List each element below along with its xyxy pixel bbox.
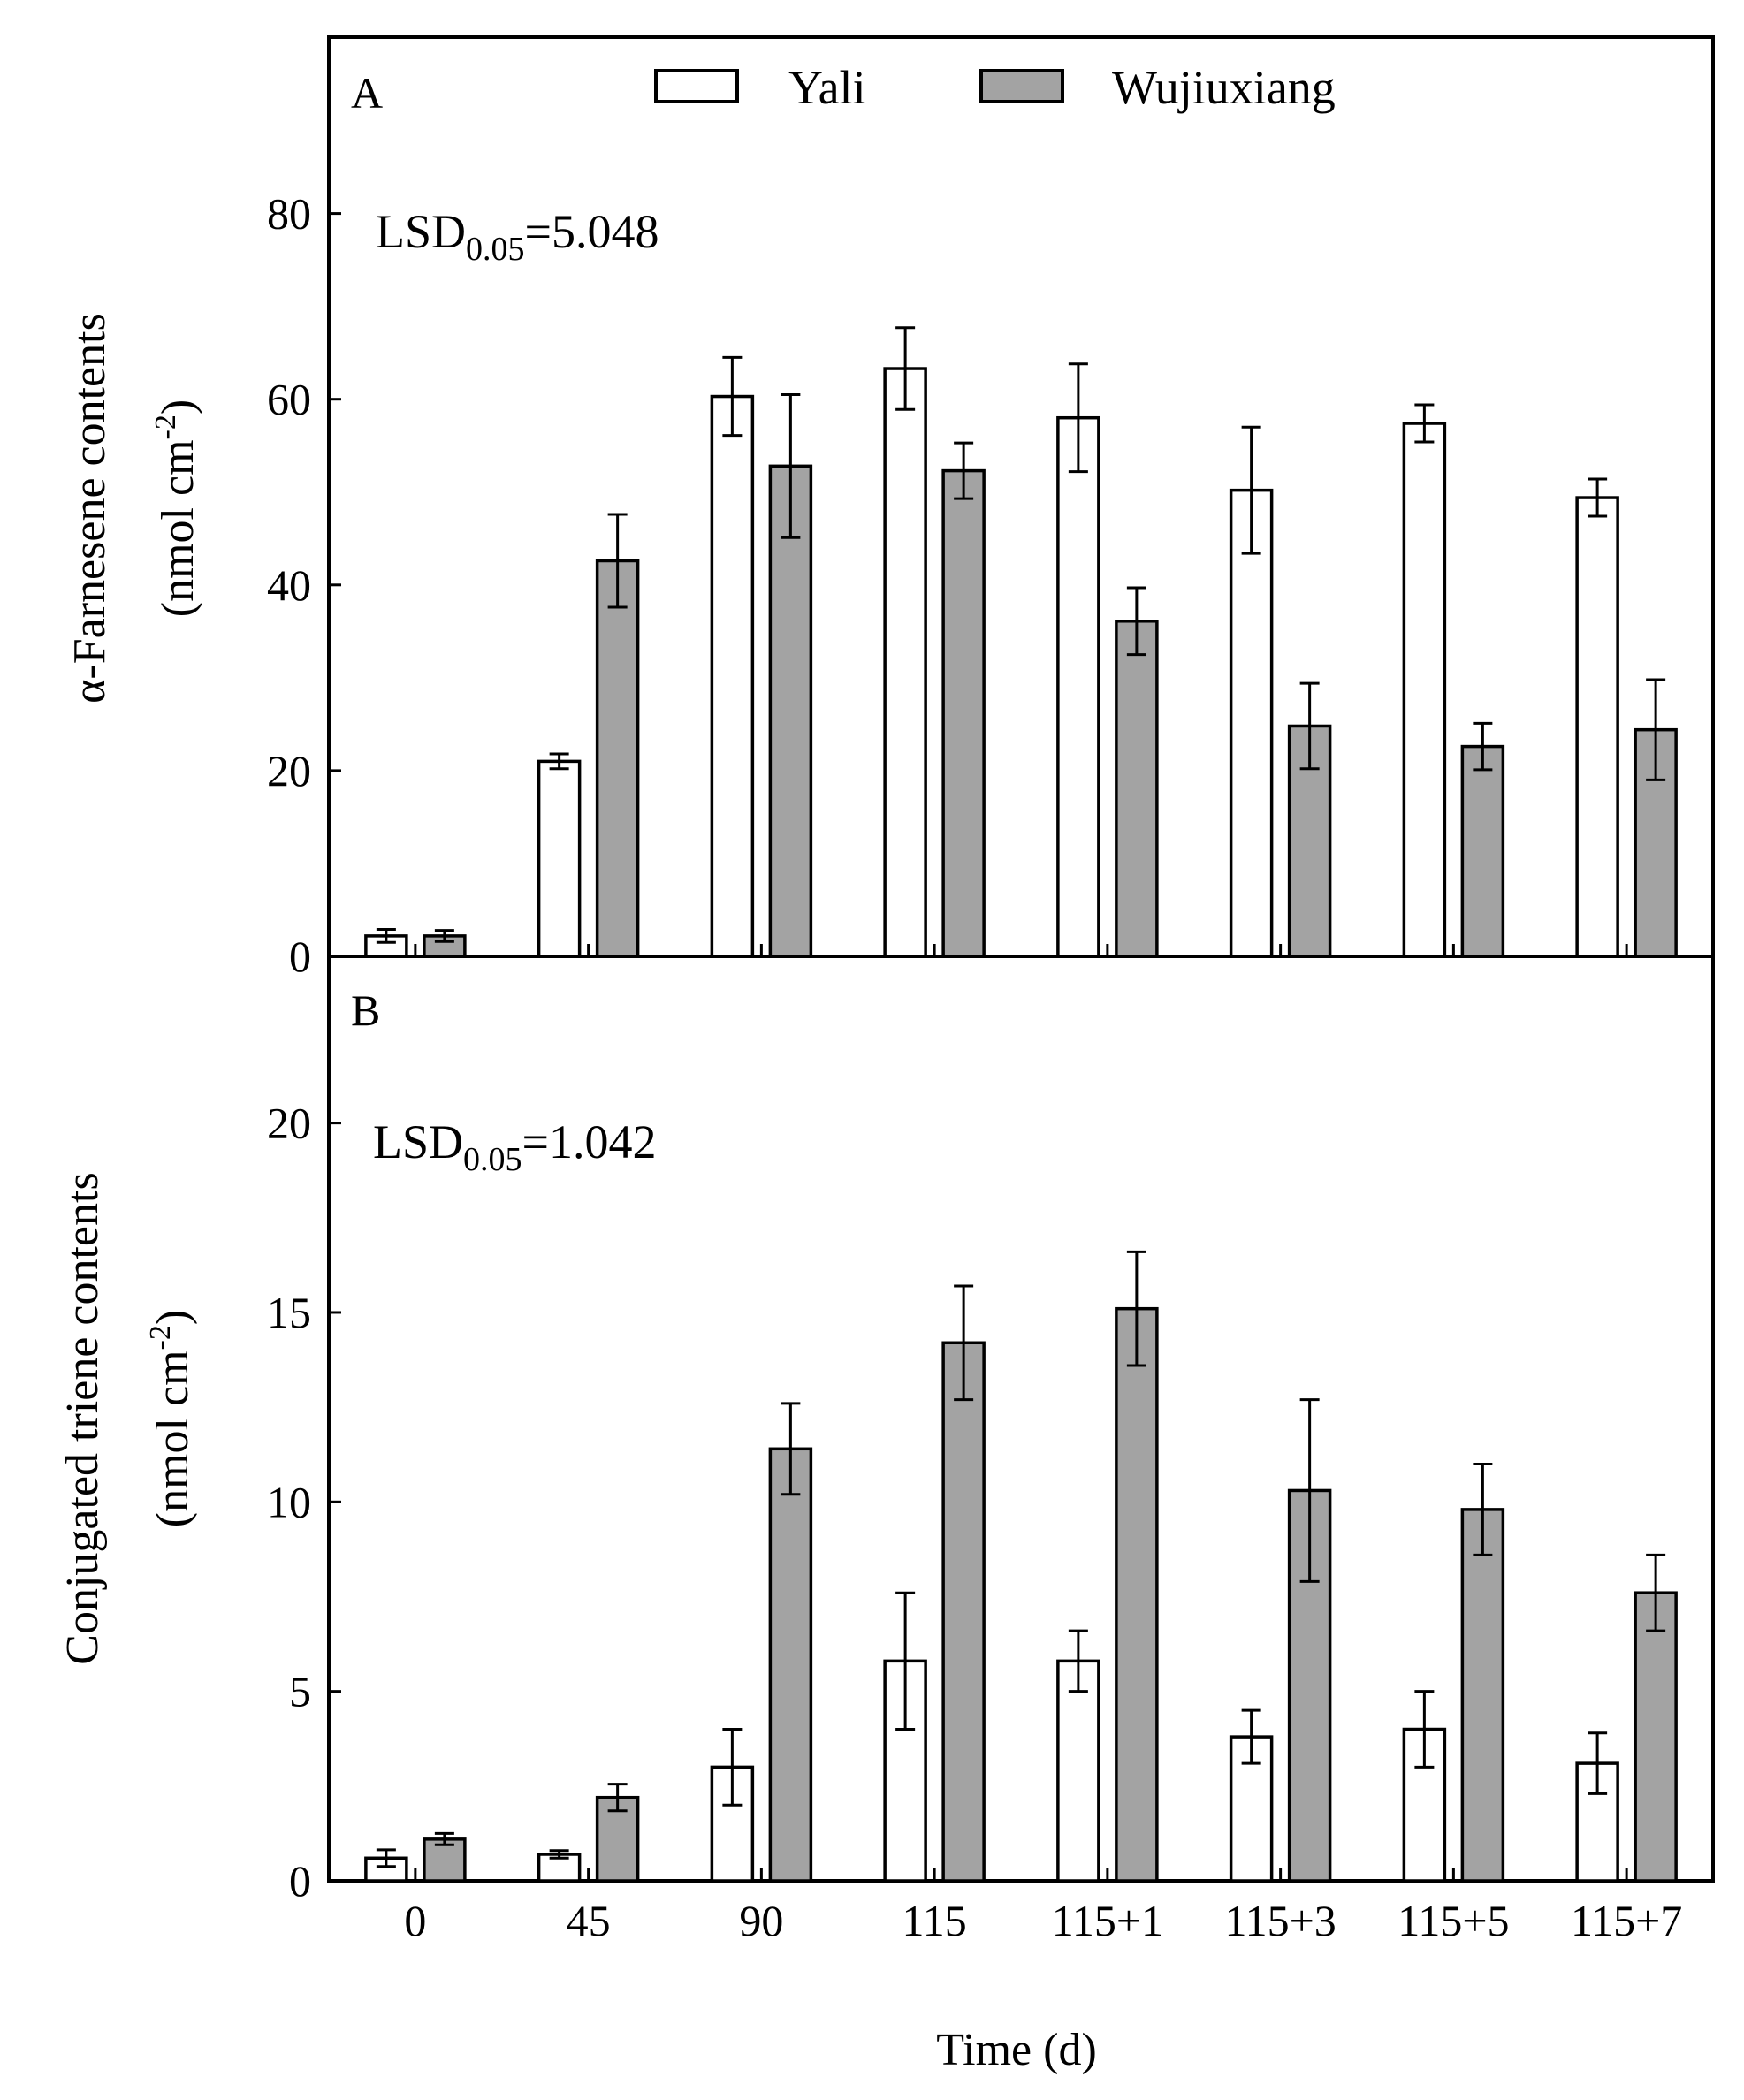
x-tick-label-3: 115 [902, 1896, 967, 1945]
error-bar-b-yali-6 [1414, 1690, 1435, 1769]
bar-a-wujiuxiang-4 [1115, 620, 1159, 958]
bar-a-yali-4 [1056, 415, 1100, 958]
lsd-a: LSD0.05=5.048 [376, 205, 659, 268]
panel-a-frame [327, 35, 1715, 958]
y-tick-label-b-4: 20 [267, 1099, 311, 1148]
panel-a-label: A [351, 68, 383, 118]
error-bar-a-yali-2 [722, 355, 743, 438]
bar-b-wujiuxiang-3 [941, 1341, 986, 1883]
y-axis-title-b-line1: Conjugated triene contents [57, 1172, 108, 1664]
bar-b-yali-4 [1056, 1659, 1100, 1883]
error-bar-a-wujiuxiang-1 [607, 513, 628, 609]
y-tick-label-b-0: 0 [289, 1856, 311, 1906]
y-tick-label-a-0: 0 [289, 932, 311, 981]
error-bar-b-wujiuxiang-4 [1126, 1250, 1146, 1367]
bar-b-wujiuxiang-7 [1634, 1591, 1678, 1883]
error-bar-b-wujiuxiang-7 [1646, 1553, 1666, 1632]
bar-b-wujiuxiang-6 [1460, 1508, 1505, 1883]
error-bar-a-wujiuxiang-2 [781, 392, 801, 539]
error-bar-a-wujiuxiang-7 [1646, 678, 1666, 781]
error-bar-a-yali-7 [1588, 477, 1608, 518]
error-bar-a-yali-4 [1068, 362, 1088, 474]
error-bar-a-wujiuxiang-3 [954, 441, 974, 500]
error-bar-b-wujiuxiang-5 [1299, 1398, 1320, 1583]
error-bar-a-wujiuxiang-0 [434, 929, 454, 943]
bar-a-yali-5 [1229, 488, 1274, 958]
x-tick-label-2: 90 [739, 1896, 783, 1945]
bar-a-yali-1 [537, 759, 582, 958]
legend-swatch-wujiuxiang [979, 69, 1064, 103]
error-bar-b-yali-3 [895, 1591, 916, 1731]
legend-label-wujiuxiang: Wujiuxiang [1112, 61, 1336, 114]
legend-swatch-yali [654, 69, 739, 103]
bar-a-wujiuxiang-1 [595, 559, 640, 958]
x-tick-label-7: 115+7 [1571, 1896, 1682, 1945]
y-axis-title-b-line2: (nmol cm-2) [144, 1310, 198, 1527]
error-bar-a-yali-6 [1414, 403, 1435, 444]
error-bar-b-wujiuxiang-0 [434, 1831, 454, 1846]
y-tick-label-a-2: 40 [267, 560, 311, 610]
error-bar-b-yali-2 [722, 1728, 743, 1807]
panel-b-frame [327, 955, 1715, 1883]
error-bar-a-wujiuxiang-6 [1473, 721, 1493, 772]
bar-a-wujiuxiang-3 [941, 468, 986, 958]
y-axis-title-a-line1: α-Farnesene contents [65, 313, 115, 704]
x-tick-label-4: 115+1 [1052, 1896, 1163, 1945]
error-bar-b-yali-0 [376, 1848, 396, 1868]
x-tick-label-1: 45 [567, 1896, 611, 1945]
x-tick-label-0: 0 [404, 1896, 426, 1945]
bar-a-yali-6 [1402, 422, 1447, 958]
x-tick-labels: 0 45 90 115 115+1 115+3 115+5 115+7 [404, 1896, 1682, 1945]
bar-a-wujiuxiang-6 [1460, 744, 1505, 958]
error-bar-a-yali-5 [1241, 425, 1261, 555]
error-bar-b-yali-5 [1241, 1708, 1261, 1765]
error-bar-a-yali-3 [895, 326, 916, 411]
x-tick-label-6: 115+5 [1397, 1896, 1509, 1945]
y-tick-label-b-1: 5 [289, 1667, 311, 1716]
panel-b-marks: 0 5 10 15 20 [267, 1099, 1678, 1906]
y-tick-label-a-3: 60 [267, 375, 311, 424]
error-bar-a-yali-1 [549, 752, 569, 771]
y-tick-label-b-3: 15 [267, 1288, 311, 1337]
x-tick-label-5: 115+3 [1224, 1896, 1336, 1945]
y-tick-label-a-1: 20 [267, 746, 311, 795]
error-bar-b-wujiuxiang-3 [954, 1284, 974, 1402]
error-bar-b-yali-4 [1068, 1629, 1088, 1693]
error-bar-b-yali-7 [1588, 1731, 1608, 1795]
lsd-b: LSD0.05=1.042 [373, 1115, 656, 1178]
error-bar-b-yali-1 [549, 1849, 569, 1860]
bar-a-yali-2 [710, 394, 755, 958]
legend-label-yali: Yali [788, 61, 866, 114]
y-tick-label-a-4: 80 [267, 189, 311, 239]
error-bar-b-wujiuxiang-1 [607, 1783, 628, 1813]
y-tick-label-b-2: 10 [267, 1477, 311, 1526]
bar-a-yali-3 [883, 367, 927, 958]
error-bar-b-wujiuxiang-2 [781, 1402, 801, 1496]
error-bar-b-wujiuxiang-6 [1473, 1462, 1493, 1556]
x-axis-title: Time (d) [936, 2025, 1097, 2075]
bar-b-wujiuxiang-2 [768, 1447, 813, 1883]
error-bar-a-yali-0 [376, 928, 396, 944]
error-bar-a-wujiuxiang-5 [1299, 681, 1320, 771]
legend: Yali Wujiuxiang [654, 61, 1336, 114]
error-bar-a-wujiuxiang-4 [1126, 586, 1146, 657]
panel-b-label: B [351, 985, 380, 1035]
panel-a-marks: 0 20 40 60 80 [267, 189, 1678, 981]
bar-a-wujiuxiang-2 [768, 464, 813, 958]
y-axis-title-a-line2: (nmol cm-2) [149, 399, 203, 617]
bar-b-wujiuxiang-4 [1115, 1306, 1159, 1883]
bar-a-yali-7 [1575, 496, 1619, 958]
